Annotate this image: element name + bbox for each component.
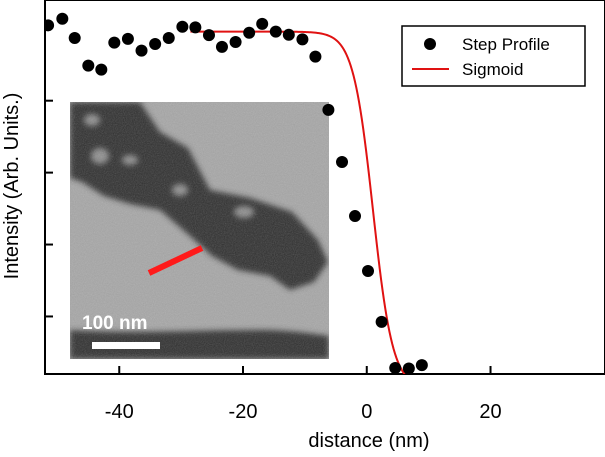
step-profile-point <box>56 12 69 25</box>
step-profile-point <box>243 26 256 39</box>
step-profile-points <box>45 12 602 408</box>
y-axis-ticks <box>45 99 53 318</box>
step-profile-point <box>362 265 375 278</box>
x-tick-label: 0 <box>361 401 372 423</box>
step-profile-point <box>95 63 108 76</box>
step-profile-point <box>215 40 228 53</box>
step-profile-point <box>176 20 189 33</box>
step-profile-point <box>45 19 55 32</box>
step-profile-point <box>162 31 175 44</box>
legend-marker-step-profile <box>424 38 436 50</box>
step-profile-point <box>433 373 438 374</box>
x-tick-label: -40 <box>105 401 134 423</box>
step-profile-point <box>336 155 349 168</box>
step-profile-point <box>456 386 468 398</box>
step-profile-point <box>269 25 282 38</box>
step-profile-point <box>442 382 454 394</box>
step-profile-point <box>402 362 415 374</box>
legend-box <box>401 25 586 87</box>
step-profile-point <box>590 391 602 403</box>
step-profile-point <box>415 359 428 372</box>
step-profile-point <box>202 29 215 42</box>
step-profile-point <box>322 103 335 116</box>
step-profile-point <box>135 44 148 57</box>
step-profile-point <box>68 31 81 44</box>
legend: Step Profile Sigmoid <box>401 25 586 87</box>
step-profile-point <box>256 17 269 30</box>
step-profile-point <box>121 32 134 45</box>
x-tick-label: -20 <box>229 401 258 423</box>
step-profile-point <box>470 388 482 400</box>
step-profile-point <box>229 36 242 49</box>
legend-label-step-profile: Step Profile <box>462 35 550 54</box>
step-profile-point <box>189 21 202 34</box>
step-profile-point <box>549 380 561 392</box>
step-profile-point <box>349 210 362 223</box>
step-profile-point <box>309 50 322 63</box>
step-profile-point <box>563 386 575 398</box>
step-profile-point <box>375 315 388 328</box>
sigmoid-fit-line <box>190 30 406 374</box>
step-profile-point <box>523 383 535 395</box>
step-profile-point <box>510 388 522 400</box>
step-profile-point <box>82 59 95 72</box>
scale-bar <box>92 342 160 349</box>
x-axis-ticks: -40 -20 0 20 <box>105 366 502 423</box>
x-tick-label: 20 <box>479 401 501 423</box>
step-profile-point <box>108 36 121 49</box>
tem-inset-image <box>70 102 329 359</box>
step-profile-point <box>296 33 309 46</box>
step-profile-point <box>483 387 495 399</box>
step-profile-point <box>537 387 549 399</box>
step-profile-point <box>577 396 589 408</box>
step-profile-point <box>149 38 162 51</box>
scale-bar-label: 100 nm <box>82 313 147 334</box>
legend-label-sigmoid: Sigmoid <box>462 60 523 79</box>
y-axis-title: Intensity (Arb. Units.) <box>1 93 23 280</box>
profile-line <box>147 245 204 276</box>
step-profile-point <box>496 383 508 395</box>
step-profile-point <box>282 28 295 41</box>
step-profile-point <box>389 361 402 374</box>
plot-frame <box>44 0 605 375</box>
x-axis-title: distance (nm) <box>308 430 429 452</box>
